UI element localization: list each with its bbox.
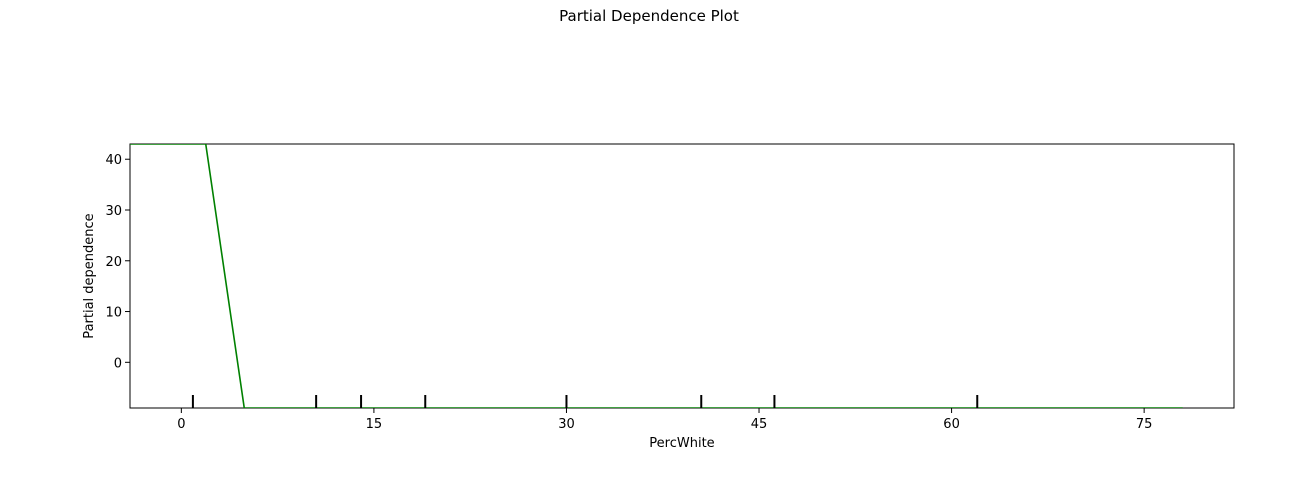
x-tick-label: 45 <box>751 417 768 432</box>
y-axis: 0 10 20 30 40 <box>105 153 130 371</box>
chart-title: Partial Dependence Plot <box>559 7 739 25</box>
axes-frame <box>129 143 1235 409</box>
y-tick-label: 40 <box>105 153 122 168</box>
x-tick-label: 75 <box>1136 417 1153 432</box>
x-axis-label: PercWhite <box>649 436 714 451</box>
x-tick-label: 30 <box>558 417 575 432</box>
y-tick-label: 20 <box>105 255 122 270</box>
y-tick-label: 0 <box>114 356 122 371</box>
y-tick-label: 10 <box>105 306 122 321</box>
y-tick-label: 30 <box>105 204 122 219</box>
y-axis-label: Partial dependence <box>82 213 97 338</box>
plot-area <box>129 143 1235 409</box>
rug-layer <box>191 395 979 408</box>
x-axis: 0 15 30 45 60 75 <box>177 408 1152 432</box>
x-tick-label: 60 <box>943 417 960 432</box>
x-tick-label: 15 <box>366 417 383 432</box>
x-tick-label: 0 <box>177 417 185 432</box>
